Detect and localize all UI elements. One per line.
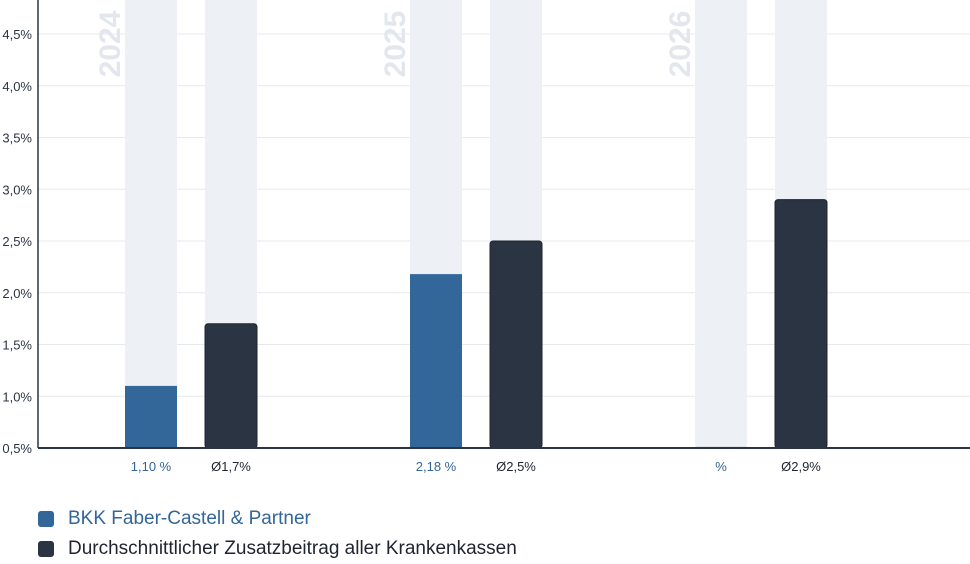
bar-provider[interactable] bbox=[410, 274, 462, 448]
y-tick-label: 1,0% bbox=[2, 389, 32, 404]
data-label: % bbox=[715, 459, 727, 474]
y-tick-label: 0,5% bbox=[2, 441, 32, 456]
year-label: 2025 bbox=[379, 11, 412, 78]
legend: BKK Faber-Castell & Partner Durchschnitt… bbox=[38, 504, 517, 564]
year-label: 2026 bbox=[664, 11, 697, 78]
data-label: 2,18 % bbox=[416, 459, 457, 474]
y-axis: 0,5% 1,0% 1,5% 2,0% 2,5% 3,0% 3,5% 4,0% 4,5% bbox=[2, 0, 39, 456]
data-label: Ø1,7% bbox=[211, 459, 251, 474]
y-tick-label: 3,5% bbox=[2, 131, 32, 146]
year-label: 2024 bbox=[94, 10, 127, 77]
bar-provider[interactable] bbox=[125, 385, 177, 448]
y-tick-label: 4,0% bbox=[2, 79, 32, 94]
data-bars bbox=[125, 199, 828, 449]
legend-label-average: Durchschnittlicher Zusatzbeitrag aller K… bbox=[68, 538, 517, 559]
legend-item-average[interactable]: Durchschnittlicher Zusatzbeitrag aller K… bbox=[38, 534, 517, 564]
background-bar bbox=[125, 0, 177, 448]
legend-label-provider: BKK Faber-Castell & Partner bbox=[68, 508, 311, 529]
y-tick-label: 3,0% bbox=[2, 182, 32, 197]
data-label: Ø2,9% bbox=[781, 459, 821, 474]
legend-swatch-average bbox=[38, 541, 54, 557]
data-label: Ø2,5% bbox=[496, 459, 536, 474]
background-bar bbox=[695, 0, 747, 448]
y-tick-label: 4,5% bbox=[2, 27, 32, 42]
legend-swatch-provider bbox=[38, 511, 54, 527]
legend-item-provider[interactable]: BKK Faber-Castell & Partner bbox=[38, 504, 517, 534]
y-tick-label: 2,0% bbox=[2, 286, 32, 301]
year-labels: 2024 2025 2026 bbox=[94, 10, 697, 77]
bar-average[interactable] bbox=[774, 199, 828, 449]
chart: 0,5% 1,0% 1,5% 2,0% 2,5% 3,0% 3,5% 4,0% 4,5% 202… bbox=[2, 0, 970, 474]
y-tick-label: 2,5% bbox=[2, 234, 32, 249]
bar-average[interactable] bbox=[204, 323, 258, 449]
bar-average[interactable] bbox=[489, 240, 543, 449]
data-label: 1,10 % bbox=[131, 459, 172, 474]
data-labels: 1,10 % 2,18 % % Ø1,7% Ø2,5% Ø2,9% bbox=[131, 459, 822, 474]
y-tick-label: 1,5% bbox=[2, 338, 32, 353]
